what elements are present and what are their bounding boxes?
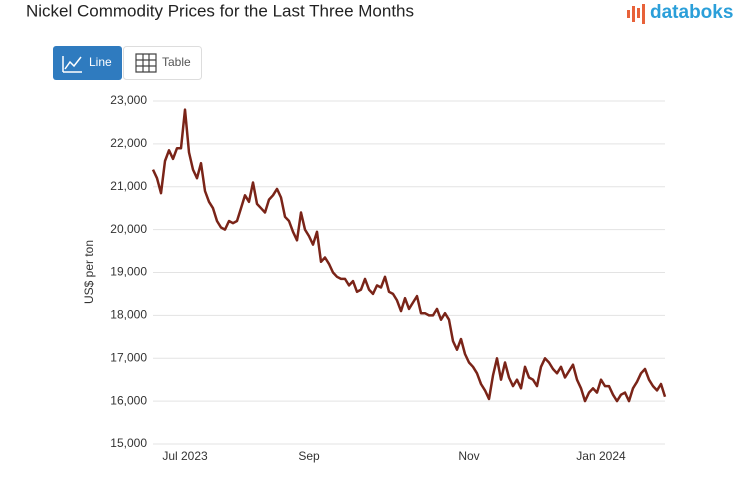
- table-icon: [135, 53, 157, 73]
- y-tick-label: 16,000: [110, 393, 147, 407]
- y-tick-label: 19,000: [110, 265, 147, 279]
- line-icon: [62, 56, 82, 73]
- logo-bar: [627, 10, 630, 18]
- logo-bar: [642, 4, 645, 24]
- y-tick-label: 18,000: [110, 308, 147, 322]
- x-tick-label: Sep: [298, 449, 320, 463]
- x-tick-label: Jul 2023: [162, 449, 208, 463]
- logo-text: databoks: [650, 2, 733, 23]
- y-tick-label: 22,000: [110, 136, 147, 150]
- button-label: Line: [89, 55, 112, 69]
- logo-bar: [637, 8, 640, 18]
- price-line: [151, 108, 667, 403]
- y-tick-label: 15,000: [110, 436, 147, 450]
- table-button[interactable]: Table: [123, 46, 202, 80]
- button-label: Table: [162, 55, 191, 69]
- line-button[interactable]: Line: [53, 46, 122, 80]
- logo: databoks: [627, 2, 733, 24]
- y-axis-title: US$ per ton: [82, 240, 96, 304]
- x-tick-label: Jan 2024: [576, 449, 626, 463]
- y-tick-label: 21,000: [110, 179, 147, 193]
- y-tick-label: 23,000: [110, 93, 147, 107]
- x-tick-label: Nov: [458, 449, 479, 463]
- logo-bar: [632, 6, 635, 22]
- y-tick-label: 20,000: [110, 222, 147, 236]
- y-tick-label: 17,000: [110, 350, 147, 364]
- page-title: Nickel Commodity Prices for the Last Thr…: [26, 1, 414, 20]
